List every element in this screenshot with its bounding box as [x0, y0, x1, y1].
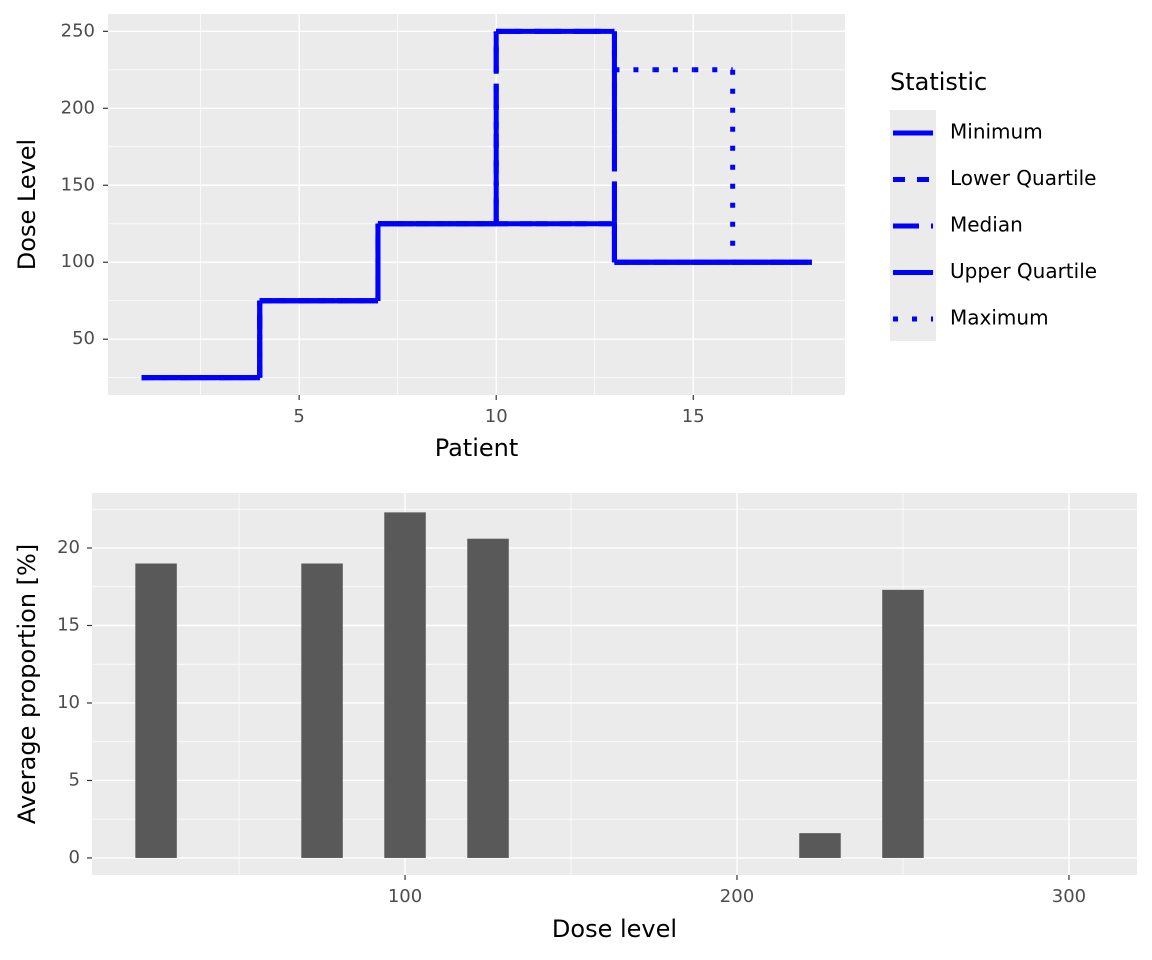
legend-label: Median [950, 213, 1023, 237]
x-tick-label: 100 [388, 886, 422, 907]
bar [799, 833, 841, 858]
x-tick-label: 200 [720, 886, 754, 907]
x-tick-label: 300 [1052, 886, 1086, 907]
legend-label: Maximum [950, 306, 1049, 330]
x-tick-label: 5 [293, 406, 304, 427]
bar [135, 563, 177, 858]
y-axis-title: Dose Level [13, 139, 41, 270]
y-tick-label: 10 [57, 692, 80, 713]
panel [108, 14, 845, 395]
bar [882, 589, 924, 858]
y-tick-label: 150 [61, 174, 95, 195]
legend-label: Lower Quartile [950, 166, 1096, 190]
x-axis-title: Dose level [552, 915, 677, 943]
legend-label: Upper Quartile [950, 259, 1097, 283]
y-tick-label: 100 [61, 251, 95, 272]
y-axis-title: Average proportion [%] [13, 544, 41, 824]
y-tick-label: 50 [72, 328, 95, 349]
x-axis-title: Patient [435, 434, 519, 462]
legend-title: Statistic [890, 68, 987, 96]
y-tick-label: 15 [57, 614, 80, 635]
bar [467, 538, 509, 858]
y-tick-label: 5 [69, 769, 80, 790]
panel [92, 493, 1137, 875]
y-tick-label: 20 [57, 537, 80, 558]
bar [301, 563, 343, 858]
bar [384, 512, 426, 858]
y-tick-label: 250 [61, 20, 95, 41]
y-tick-label: 0 [69, 847, 80, 868]
x-tick-label: 10 [485, 406, 508, 427]
legend-label: Minimum [950, 120, 1043, 144]
x-tick-label: 15 [682, 406, 705, 427]
y-tick-label: 200 [61, 97, 95, 118]
